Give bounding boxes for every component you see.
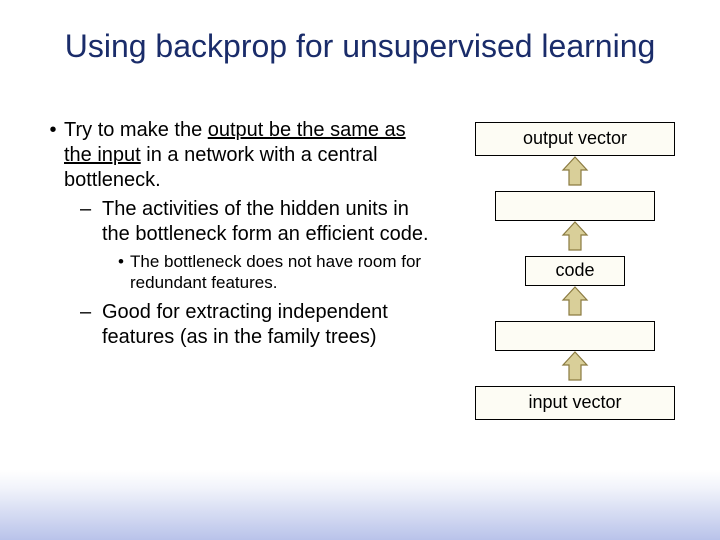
diagram-box-output: output vector xyxy=(475,122,675,156)
diagram-box-hidden xyxy=(495,321,655,351)
bullet-text: The activities of the hidden units in th… xyxy=(102,197,432,247)
bullet-text: Good for extracting independent features… xyxy=(102,300,432,350)
arrow-wrap xyxy=(460,351,690,386)
arrow-wrap xyxy=(460,286,690,321)
bullet-marker: – xyxy=(80,300,102,350)
slide-title: Using backprop for unsupervised learning xyxy=(0,28,720,65)
bullet-marker: • xyxy=(42,118,64,193)
body-text: • Try to make the output be the same as … xyxy=(42,118,432,354)
bullet-level2: – Good for extracting independent featur… xyxy=(80,300,432,350)
footer-gradient xyxy=(0,470,720,540)
slide: Using backprop for unsupervised learning… xyxy=(0,0,720,540)
bullet-text: Try to make the output be the same as th… xyxy=(64,118,432,193)
bullet-level1: • Try to make the output be the same as … xyxy=(42,118,432,193)
bullet-marker: • xyxy=(112,251,130,294)
diagram-box-code: code xyxy=(525,256,625,286)
up-arrow-icon xyxy=(561,221,589,251)
bullet-text: The bottleneck does not have room for re… xyxy=(130,251,432,294)
bullet-level2: – The activities of the hidden units in … xyxy=(80,197,432,247)
arrow-wrap xyxy=(460,156,690,191)
diagram-box-hidden xyxy=(495,191,655,221)
up-arrow-icon xyxy=(561,351,589,381)
autoencoder-diagram: output vector code input vector xyxy=(460,122,690,420)
bullet-marker: – xyxy=(80,197,102,247)
up-arrow-icon xyxy=(561,156,589,186)
text-fragment: Try to make the xyxy=(64,119,208,141)
bullet-level3: • The bottleneck does not have room for … xyxy=(112,251,432,294)
up-arrow-icon xyxy=(561,286,589,316)
diagram-box-input: input vector xyxy=(475,386,675,420)
arrow-wrap xyxy=(460,221,690,256)
